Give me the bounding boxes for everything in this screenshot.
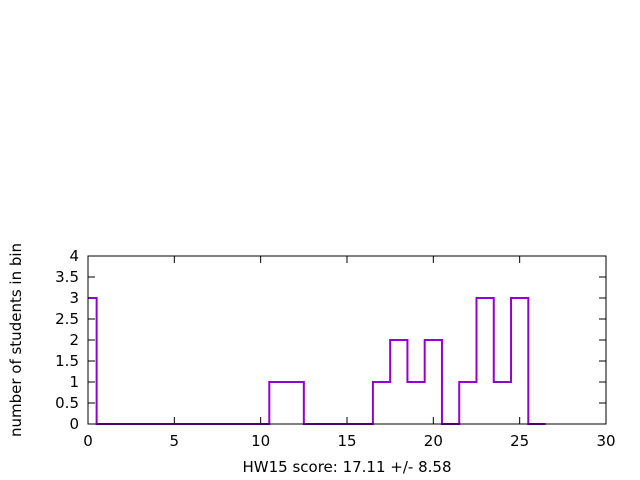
y-tick-label: 1.5 bbox=[55, 352, 79, 370]
y-axis-label: number of students in bin bbox=[7, 243, 25, 437]
y-tick-label: 4 bbox=[69, 247, 79, 265]
x-tick-label: 5 bbox=[170, 432, 180, 450]
x-tick-label: 25 bbox=[510, 432, 529, 450]
y-tick-label: 0.5 bbox=[55, 394, 79, 412]
x-axis-label: HW15 score: 17.11 +/- 8.58 bbox=[242, 458, 451, 476]
y-tick-label: 2 bbox=[69, 331, 79, 349]
x-tick-label: 30 bbox=[596, 432, 615, 450]
y-tick-label: 2.5 bbox=[55, 310, 79, 328]
y-tick-label: 3.5 bbox=[55, 268, 79, 286]
x-tick-label: 20 bbox=[424, 432, 443, 450]
x-tick-label: 10 bbox=[251, 432, 270, 450]
y-tick-label: 3 bbox=[69, 289, 79, 307]
x-tick-label: 15 bbox=[337, 432, 356, 450]
y-tick-label: 1 bbox=[69, 373, 79, 391]
histogram-step-line bbox=[88, 297, 546, 425]
x-tick-label: 0 bbox=[83, 432, 93, 450]
y-tick-label: 0 bbox=[69, 415, 79, 433]
plot-frame bbox=[87, 255, 607, 425]
tick-labels: 0 5 10 15 20 25 30 0 0.5 1 1.5 2 2.5 3 3.5 4 bbox=[55, 247, 615, 450]
